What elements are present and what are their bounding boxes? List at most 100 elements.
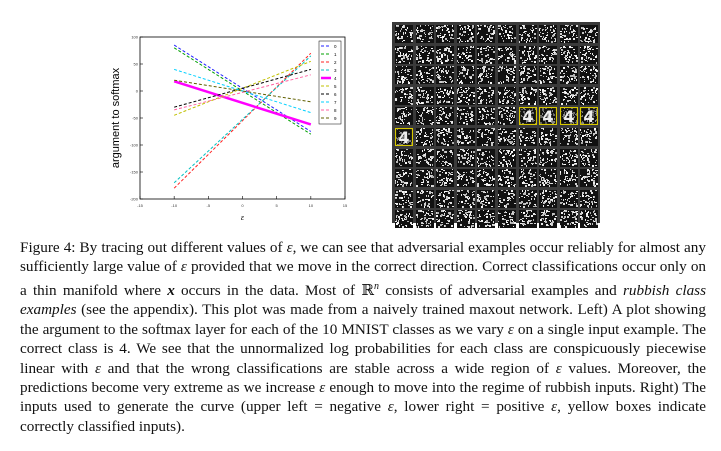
grid-cell <box>559 128 578 146</box>
grid-cell <box>436 148 455 167</box>
grid-cell <box>477 128 496 146</box>
y-tick-label: 100 <box>131 35 138 40</box>
grid-cell <box>456 210 475 229</box>
grid-cell <box>559 210 578 229</box>
grid-cell <box>456 66 475 85</box>
y-tick-label: 0 <box>136 89 139 94</box>
x-tick-label: 15 <box>343 203 348 208</box>
caption-text-2: , we can see that adversarial examples o… <box>20 239 706 276</box>
grid-cell <box>415 189 434 208</box>
cell-image <box>539 25 558 43</box>
cell-image <box>456 210 475 229</box>
cell-image <box>559 189 578 208</box>
cell-image: 4 <box>395 128 413 146</box>
cell-image <box>539 148 558 167</box>
cell-image <box>498 148 516 167</box>
grid-cell <box>518 128 537 146</box>
grid-cell <box>559 169 578 188</box>
grid-cell <box>498 66 516 85</box>
grid-cell <box>498 169 516 188</box>
grid-cell <box>456 86 475 105</box>
grid-cell <box>395 25 413 43</box>
grid-cell <box>580 148 599 167</box>
caption-text-4: occurs in the data. Most of <box>174 281 362 299</box>
grid-cell <box>436 128 455 146</box>
caption-eps-5: ε <box>555 359 562 377</box>
grid-cell <box>518 86 537 105</box>
grid-cell <box>436 45 455 64</box>
cell-image <box>498 189 516 208</box>
grid-cell <box>477 107 496 126</box>
cell-image <box>498 169 516 188</box>
correct-box <box>539 107 558 126</box>
digit-glyph: 4 <box>522 107 533 125</box>
series-line-7 <box>174 68 311 114</box>
grid-cell <box>456 189 475 208</box>
cell-image <box>436 25 455 43</box>
grid-cell <box>559 148 578 167</box>
y-tick-label: 50 <box>134 62 139 67</box>
caption-text-5: consists of adversarial examples and <box>378 281 623 299</box>
grid-cell: 4 <box>559 107 578 126</box>
cell-image <box>580 45 599 64</box>
grid-cell <box>539 25 558 43</box>
grid-cell <box>436 189 455 208</box>
legend-label-0: 0 <box>334 44 337 49</box>
figure-row: -15 -10 -5 0 5 10 15 100 50 0 -50 -100 -150 -200 0 1 2 3 4… <box>110 22 600 229</box>
cell-image <box>518 148 537 167</box>
grid-cell <box>395 148 413 167</box>
cell-image <box>477 148 496 167</box>
cell-image <box>498 66 516 85</box>
cell-image <box>436 128 455 146</box>
grid-cell <box>518 45 537 64</box>
legend-box <box>318 40 342 125</box>
grid-cell <box>539 210 558 229</box>
grid-cell <box>395 66 413 85</box>
series-line-3 <box>173 55 312 184</box>
x-tick-label: -15 <box>137 203 144 208</box>
series-line-6 <box>174 68 311 108</box>
grid-cell <box>436 86 455 105</box>
cell-image <box>456 25 475 43</box>
cell-image <box>415 128 434 146</box>
grid-cell <box>498 189 516 208</box>
grid-cell <box>539 128 558 146</box>
grid-cell <box>539 148 558 167</box>
grid-cell <box>580 128 599 146</box>
grid-cell <box>559 25 578 43</box>
digit-glyph: 4 <box>398 128 409 146</box>
grid-cell <box>498 128 516 146</box>
grid-cell <box>415 66 434 85</box>
cell-image <box>539 128 558 146</box>
cell-image <box>436 169 455 188</box>
grid-cell <box>518 210 537 229</box>
grid-cell <box>539 169 558 188</box>
cell-image <box>559 128 578 146</box>
cell-image <box>559 148 578 167</box>
cell-image <box>559 210 578 229</box>
cell-image <box>539 45 558 64</box>
grid-cell <box>539 66 558 85</box>
cell-image <box>415 210 434 229</box>
grid-cell <box>456 169 475 188</box>
grid-cell <box>456 128 475 146</box>
legend-label-4: 4 <box>334 76 337 81</box>
cell-image <box>415 189 434 208</box>
x-tick-label: 0 <box>241 203 244 208</box>
digit-glyph: 4 <box>584 107 595 125</box>
caption-text-9: values. Moreover, the predictions become… <box>20 359 706 396</box>
caption-eps-4: ε <box>94 359 101 377</box>
x-tick-label: -5 <box>207 203 211 208</box>
grid-cell: 4 <box>580 107 599 126</box>
grid-cell <box>477 189 496 208</box>
cell-image <box>518 86 537 105</box>
grid-cell <box>436 169 455 188</box>
cell-image <box>477 107 496 126</box>
cell-image <box>456 169 475 188</box>
caption-rubbish: rubbish class examples <box>20 281 706 319</box>
grid-cell <box>498 45 516 64</box>
cell-image <box>415 86 434 105</box>
grid-cell <box>415 107 434 126</box>
caption-eps-1: ε <box>286 239 293 256</box>
y-axis-label: argument to softmax <box>110 67 122 168</box>
